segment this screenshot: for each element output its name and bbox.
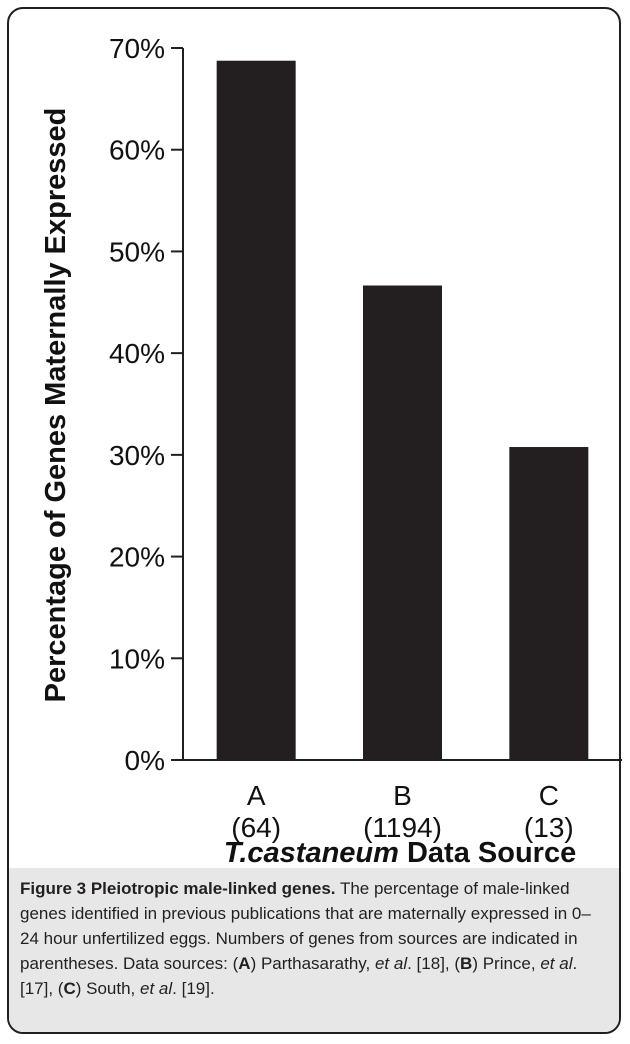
y-tick-label: 30% [109, 440, 165, 471]
y-tick-label: 60% [109, 135, 165, 166]
bar-chart: 0% 10% 20% 30% 40% 50% 60% 70% A(64) B(1194) C(13… [40, 33, 622, 869]
x-tick-count: (13) [524, 812, 574, 843]
caption-text: ) Parthasarathy, [250, 954, 375, 973]
figure-caption: Figure 3 Pleiotropic male-linked genes. … [20, 876, 608, 1001]
y-tick-label: 70% [109, 33, 165, 64]
et-al: et al [374, 954, 408, 973]
y-tick-label: 40% [109, 338, 165, 369]
caption-text: The percentage of male-linked genes iden… [20, 879, 591, 973]
x-axis: A(64) B(1194) C(13) [183, 759, 622, 843]
x-axis-title-rest: Data Source [399, 837, 576, 869]
y-tick-label: 10% [109, 643, 165, 674]
source-a-marker: A [238, 954, 251, 973]
et-al: et al [140, 979, 173, 998]
bar-a [216, 60, 296, 760]
x-tick-count: (1194) [363, 812, 442, 843]
x-tick-label: C [539, 780, 559, 811]
bar-c [509, 447, 589, 760]
et-al: et al [540, 954, 573, 973]
y-axis-title: Percentage of Genes Maternally Expressed [40, 108, 72, 703]
caption-text: . [17], ( [20, 954, 578, 998]
y-axis: 0% 10% 20% 30% 40% 50% 60% 70% [109, 33, 184, 776]
caption-text: . [19]. [172, 979, 215, 998]
x-tick-count: (64) [231, 812, 281, 843]
caption-text: ) Prince, [472, 954, 541, 973]
figure-label: Figure 3 Pleiotropic male-linked genes. [20, 879, 336, 898]
y-tick-label: 0% [125, 745, 165, 776]
caption-text: . [18], ( [407, 954, 461, 973]
caption-text: ) South, [75, 979, 141, 998]
source-b-marker: B [460, 954, 473, 973]
y-tick-label: 20% [109, 542, 165, 573]
x-tick-label: A [247, 780, 266, 811]
y-tick-label: 50% [109, 236, 165, 267]
caption-background [9, 868, 619, 1032]
bar-b [363, 285, 442, 760]
x-tick-label: B [393, 780, 412, 811]
bars [216, 60, 589, 760]
x-axis-title-species: T.castaneum [224, 837, 399, 869]
source-c-marker: C [63, 979, 76, 998]
x-axis-title: T.castaneum Data Source [224, 837, 576, 869]
